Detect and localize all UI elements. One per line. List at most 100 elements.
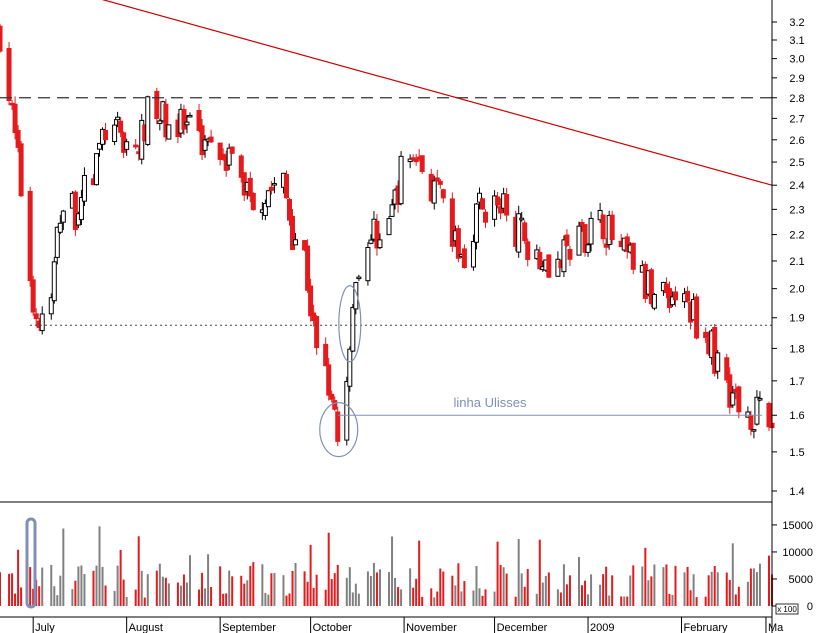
candle-up: [757, 397, 763, 401]
volume-bar-down: [315, 574, 318, 606]
candle-down: [118, 120, 124, 133]
candle-up: [293, 239, 299, 246]
volume-bar-up: [140, 570, 143, 606]
candle-up: [516, 213, 522, 253]
price-tick-label: 2.5: [789, 157, 804, 169]
candle-down: [609, 214, 615, 241]
volume-bar-up: [758, 563, 761, 606]
candle-down: [455, 228, 461, 259]
candle-up: [431, 180, 437, 204]
candle-up: [344, 381, 350, 441]
volume-bar-up: [294, 562, 297, 606]
volume-bar-up: [158, 563, 161, 606]
volume-bar-up: [578, 557, 580, 606]
volume-bar-up: [653, 564, 656, 606]
volume-bar-down: [182, 574, 185, 606]
price-tick-label: 2.2: [789, 230, 804, 242]
price-plot-area: linha Ulisses: [0, 0, 775, 458]
volume-bar-up: [372, 562, 375, 606]
volume-bar-down: [17, 549, 20, 606]
volume-plot-area: [0, 517, 773, 609]
volume-bar-up: [587, 594, 590, 606]
candle-down: [250, 192, 256, 211]
volume-bar-up: [562, 564, 565, 606]
candle-down: [133, 144, 139, 148]
candle-down: [694, 296, 700, 339]
candle-up: [81, 174, 87, 202]
candle-down: [419, 155, 425, 173]
volume-bar-down: [92, 570, 95, 606]
volume-bar-down: [713, 566, 716, 606]
month-label: July: [35, 622, 55, 633]
candle-down: [567, 248, 573, 260]
volume-bar-down: [104, 585, 107, 606]
month-label: October: [313, 622, 352, 633]
price-tick-label: 1.6: [789, 410, 804, 422]
candle-down: [30, 279, 36, 313]
chart-frame: [0, 0, 773, 633]
candle-down: [673, 291, 678, 301]
volume-bar-down: [538, 539, 541, 606]
volume-bar-down: [155, 570, 158, 606]
candle-up: [39, 313, 45, 332]
candle-up: [669, 296, 675, 306]
volume-bar-up: [716, 572, 719, 606]
volume-bar-up: [348, 567, 351, 606]
highlight-ellipse-reversal: [338, 285, 362, 363]
volume-bar-down: [632, 565, 635, 606]
volume-bar-down: [330, 578, 333, 606]
volume-bar-down: [704, 596, 707, 606]
volume-bar-up: [692, 574, 695, 606]
candle-up: [166, 124, 172, 140]
candle-down: [546, 254, 552, 278]
volume-bar-down: [137, 536, 140, 606]
volume-bar-up: [41, 567, 44, 606]
candle-down: [727, 374, 733, 408]
candle-down: [12, 103, 18, 134]
price-axis-ticks: 3.2 3.1 3.0 2.9 2.8 2.7 2.6 2.5 2.4 2.3 2.2 2.1 2.0 1…: [772, 17, 805, 498]
volume-bar-down: [285, 595, 288, 606]
candle-up: [157, 120, 163, 124]
candle-down: [495, 196, 501, 206]
volume-bar-up: [641, 566, 644, 606]
candle-down: [537, 251, 543, 270]
volume-bar-down: [505, 573, 508, 606]
volume-bar-down: [725, 572, 728, 606]
price-tick-label: 2.7: [789, 113, 804, 125]
candle-down: [229, 146, 235, 154]
volume-bar-down: [222, 593, 225, 606]
volume-bar-down: [243, 583, 246, 606]
volume-bar-down: [240, 575, 243, 606]
candle-down: [326, 364, 332, 396]
volume-bar-down: [484, 589, 487, 606]
volume-bar-up: [647, 580, 650, 606]
volume-bar-down: [496, 541, 499, 606]
volume-bar-up: [71, 589, 74, 606]
candle-up: [226, 147, 232, 166]
volume-bar-down: [602, 574, 605, 606]
volume-bar-down: [11, 573, 14, 606]
price-tick-label: 3.2: [789, 17, 804, 29]
volume-bar-down: [375, 572, 378, 606]
volume-tick-label: 5000: [789, 574, 813, 586]
volume-bar-up: [204, 588, 207, 606]
volume-bar-down: [644, 547, 647, 606]
volume-tick-label: 15000: [782, 520, 813, 532]
candle-down: [33, 313, 39, 320]
volume-bar-up: [746, 581, 749, 606]
volume-bar-up: [755, 572, 758, 606]
candle-down: [196, 109, 202, 131]
volume-bar-up: [394, 577, 397, 606]
price-tick-label: 1.5: [789, 447, 804, 459]
volume-bar-up: [662, 567, 665, 606]
candle-down: [600, 214, 606, 240]
candle-up: [97, 142, 103, 150]
volume-bar-up: [752, 568, 755, 606]
candle-down: [648, 269, 654, 305]
volume-bar-up: [460, 591, 463, 606]
candle-up: [57, 222, 63, 233]
candle-up: [347, 348, 353, 387]
volume-bar-up: [95, 565, 98, 606]
volume-bar-down: [565, 584, 568, 606]
